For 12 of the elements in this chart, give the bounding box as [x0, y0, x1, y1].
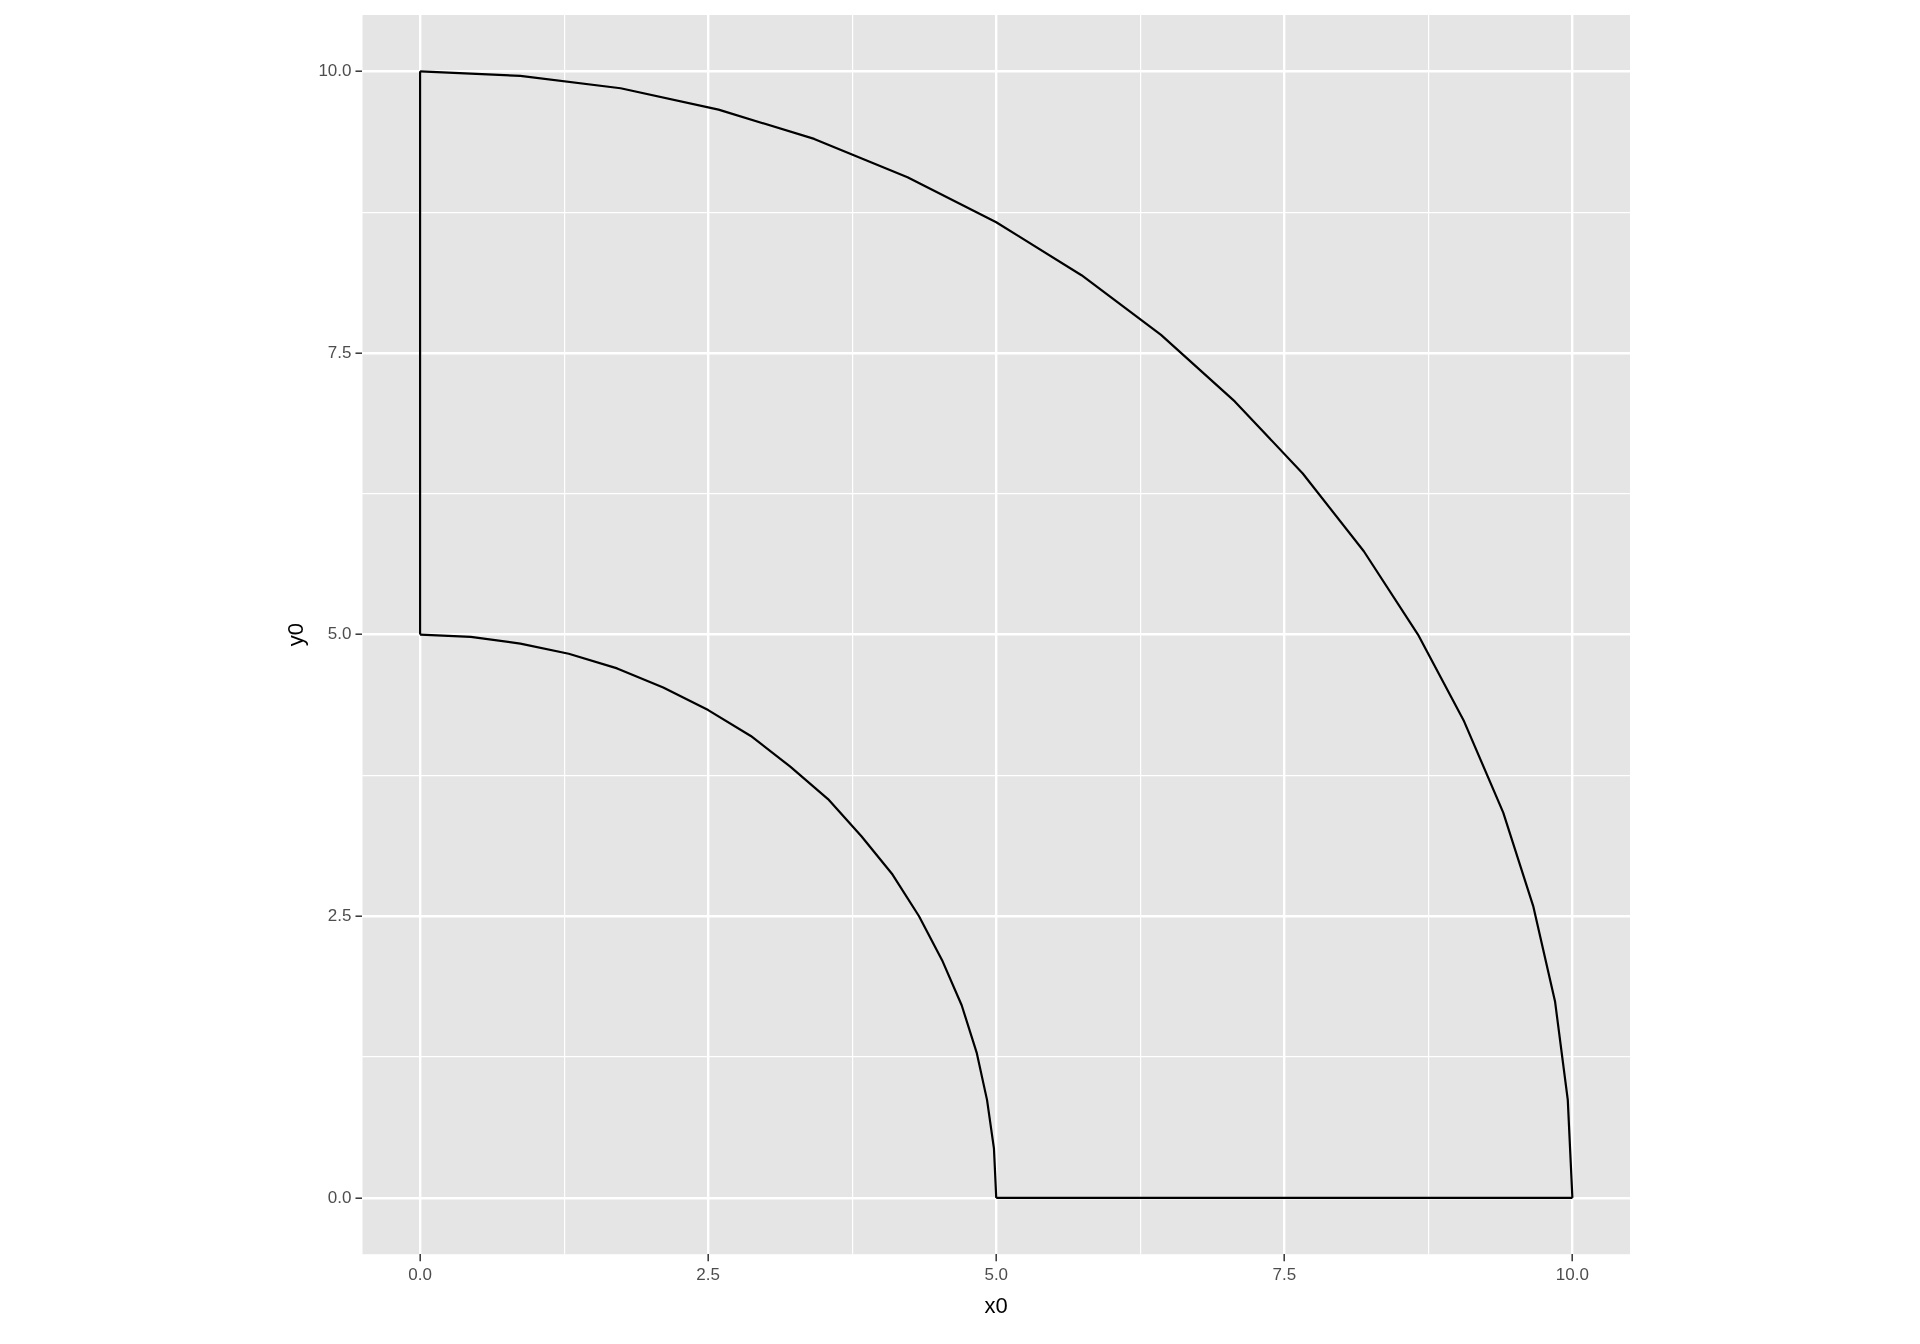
x-tick-label: 5.0 [984, 1265, 1009, 1285]
y-tick-label: 7.5 [327, 342, 352, 362]
y-tick-label: 0.0 [327, 1187, 352, 1207]
x-tick-label: 10.0 [1555, 1265, 1589, 1285]
y-axis-title: y0 [283, 622, 309, 647]
y-tick-label: 5.0 [327, 624, 352, 644]
x-tick-label: 2.5 [696, 1265, 720, 1285]
x-axis-title: x0 [984, 1292, 1008, 1318]
y-tick-label: 2.5 [327, 905, 352, 925]
x-tick-label: 7.5 [1272, 1265, 1297, 1285]
x-tick-label: 0.0 [408, 1265, 432, 1285]
y-tick-label: 10.0 [318, 61, 352, 81]
